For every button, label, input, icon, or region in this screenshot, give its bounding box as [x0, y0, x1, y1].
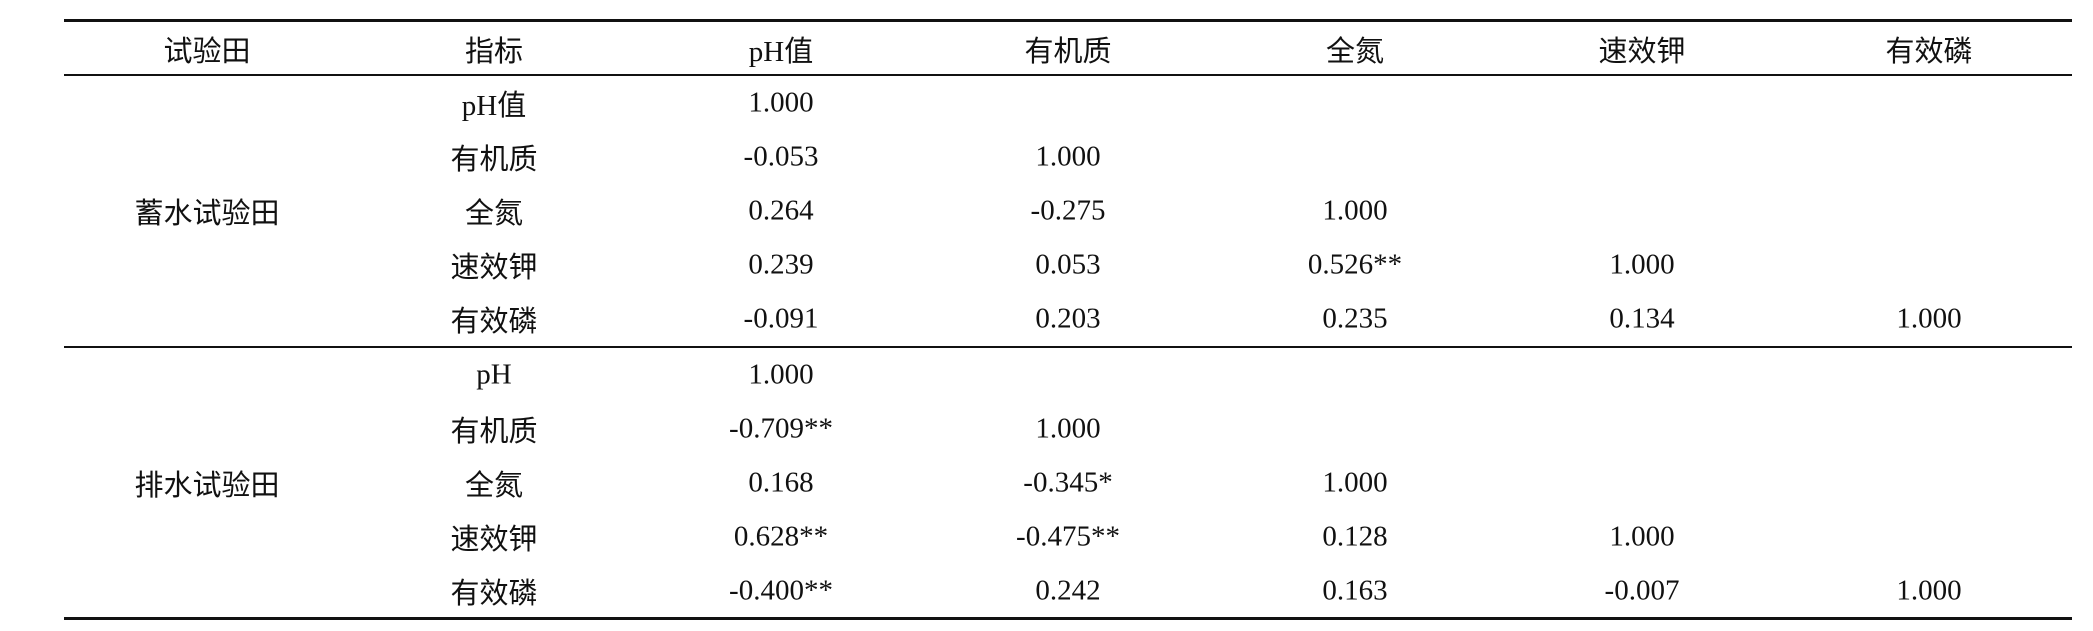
group-label: 排水试验田: [134, 470, 280, 502]
indicator-label: 全氮: [464, 198, 524, 230]
value-cell: -0.475**: [1016, 520, 1120, 553]
group-label: 蓄水试验田: [134, 198, 280, 230]
value-cell: -0.275: [1030, 194, 1106, 227]
header-rule: [64, 74, 2072, 76]
value-cell: 0.053: [1035, 248, 1101, 281]
value-cell: -0.091: [743, 302, 819, 335]
indicator-label: 有效磷: [450, 306, 538, 338]
header-cell: pH值: [748, 36, 814, 68]
value-cell: 0.168: [748, 466, 814, 499]
value-cell: -0.345*: [1023, 466, 1113, 499]
value-cell: 1.000: [1609, 248, 1675, 281]
value-cell: 0.128: [1322, 520, 1388, 553]
indicator-label: pH值: [461, 90, 527, 122]
bottom-rule: [64, 617, 2072, 620]
indicator-label: 全氮: [464, 470, 524, 502]
indicator-label: 有机质: [450, 416, 538, 448]
header-cell: 全氮: [1325, 36, 1385, 68]
value-cell: -0.053: [743, 140, 819, 173]
value-cell: 1.000: [1035, 412, 1101, 445]
header-cell: 速效钾: [1598, 36, 1686, 68]
value-cell: 0.242: [1035, 574, 1101, 607]
value-cell: 1.000: [748, 86, 814, 119]
value-cell: 0.239: [748, 248, 814, 281]
value-cell: 1.000: [1896, 302, 1962, 335]
header-cell: 指标: [464, 36, 524, 68]
top-rule: [64, 19, 2072, 22]
indicator-label: 有效磷: [450, 578, 538, 610]
value-cell: 1.000: [1609, 520, 1675, 553]
group-rule: [64, 346, 2072, 348]
value-cell: 1.000: [1035, 140, 1101, 173]
value-cell: 0.134: [1609, 302, 1675, 335]
value-cell: 1.000: [1322, 466, 1388, 499]
header-cell: 有机质: [1024, 36, 1112, 68]
value-cell: 0.235: [1322, 302, 1388, 335]
value-cell: 0.628**: [733, 520, 829, 553]
value-cell: 1.000: [1896, 574, 1962, 607]
header-cell: 有效磷: [1885, 36, 1973, 68]
value-cell: 1.000: [1322, 194, 1388, 227]
value-cell: 0.203: [1035, 302, 1101, 335]
header-cell: 试验田: [163, 36, 251, 68]
value-cell: 0.264: [748, 194, 814, 227]
value-cell: -0.007: [1604, 574, 1680, 607]
indicator-label: pH: [476, 358, 512, 391]
value-cell: -0.400**: [729, 574, 833, 607]
value-cell: 0.526**: [1307, 248, 1403, 281]
indicator-label: 速效钾: [450, 252, 538, 284]
value-cell: 1.000: [748, 358, 814, 391]
indicator-label: 有机质: [450, 144, 538, 176]
value-cell: 0.163: [1322, 574, 1388, 607]
indicator-label: 速效钾: [450, 524, 538, 556]
value-cell: -0.709**: [729, 412, 833, 445]
